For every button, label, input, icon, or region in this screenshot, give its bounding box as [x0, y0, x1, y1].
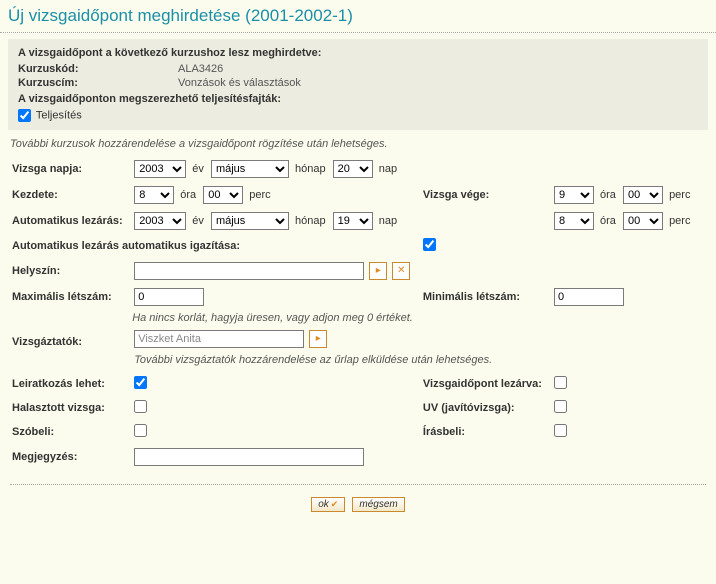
exam-day-label: Vizsga napja:	[10, 156, 132, 182]
day-day-select[interactable]: 20	[333, 160, 373, 178]
start-min-select[interactable]: 00	[203, 186, 243, 204]
hint-limit: Ha nincs korlát, hagyja üresen, vagy adj…	[132, 310, 706, 326]
signoff-label: Leiratkozás lehet:	[10, 372, 132, 396]
autoclose-adjust-checkbox[interactable]	[423, 238, 436, 251]
ok-button[interactable]: ok✔	[311, 497, 345, 512]
location-label: Helyszín:	[10, 258, 132, 284]
max-input[interactable]	[134, 288, 204, 306]
day-year-select[interactable]: 2003	[134, 160, 186, 178]
ac-hour-select[interactable]: 8	[554, 212, 594, 230]
autoclose-label: Automatikus lezárás:	[10, 208, 132, 234]
autoclose-adjust-label: Automatikus lezárás automatikus igazítás…	[10, 234, 421, 258]
type-teljesites-label: Teljesítés	[36, 109, 82, 121]
closed-checkbox[interactable]	[554, 376, 567, 389]
start-label: Kezdete:	[10, 182, 132, 208]
written-checkbox[interactable]	[554, 424, 567, 437]
info-heading: A vizsgaidőpont a következő kurzushoz le…	[18, 47, 698, 59]
hint-examiners: További vizsgáztatók hozzárendelése az ű…	[134, 348, 704, 368]
location-input[interactable]	[134, 262, 364, 280]
course-title-label: Kurzuscím:	[18, 77, 178, 89]
note-input[interactable]	[134, 448, 364, 466]
ac-day-select[interactable]: 19	[333, 212, 373, 230]
unit-day2: nap	[379, 215, 397, 227]
hint-top: További kurzusok hozzárendelése a vizsga…	[0, 134, 716, 154]
day-month-select[interactable]: május	[211, 160, 289, 178]
oral-checkbox[interactable]	[134, 424, 147, 437]
course-info-box: A vizsgaidőpont a következő kurzushoz le…	[8, 39, 708, 130]
signoff-checkbox[interactable]	[134, 376, 147, 389]
separator	[10, 484, 706, 485]
type-teljesites-checkbox[interactable]	[18, 109, 31, 122]
end-min-select[interactable]: 00	[623, 186, 663, 204]
unit-month: hónap	[295, 163, 326, 175]
course-code-value: ALA3426	[178, 63, 223, 75]
note-label: Megjegyzés:	[10, 444, 132, 470]
min-label: Minimális létszám:	[421, 284, 552, 310]
ac-month-select[interactable]: május	[211, 212, 289, 230]
start-hour-select[interactable]: 8	[134, 186, 174, 204]
location-clear-icon[interactable]	[392, 262, 410, 280]
closed-label: Vizsgaidőpont lezárva:	[421, 372, 552, 396]
uv-label: UV (javítóvizsga):	[421, 396, 552, 420]
unit-year2: év	[192, 215, 204, 227]
end-hour-select[interactable]: 9	[554, 186, 594, 204]
written-label: Írásbeli:	[421, 420, 552, 444]
course-title-value: Vonzások és választások	[178, 77, 301, 89]
unit-min3: perc	[669, 215, 690, 227]
examiner-pick-icon[interactable]	[309, 330, 327, 348]
location-pick-icon[interactable]	[369, 262, 387, 280]
course-code-label: Kurzuskód:	[18, 63, 178, 75]
page-title: Új vizsgaidőpont meghirdetése (2001-2002…	[0, 0, 716, 33]
ac-year-select[interactable]: 2003	[134, 212, 186, 230]
uv-checkbox[interactable]	[554, 400, 567, 413]
unit-year: év	[192, 163, 204, 175]
unit-hour2: óra	[600, 189, 616, 201]
unit-hour3: óra	[600, 215, 616, 227]
button-row: ok✔ mégsem	[0, 491, 716, 522]
types-label: A vizsgaidőponton megszerezhető teljesít…	[18, 93, 698, 105]
examiner-input[interactable]	[134, 330, 304, 348]
unit-month2: hónap	[295, 215, 326, 227]
unit-min2: perc	[669, 189, 690, 201]
oral-label: Szóbeli:	[10, 420, 132, 444]
examiners-label: Vizsgáztatók:	[10, 326, 132, 372]
unit-day: nap	[379, 163, 397, 175]
unit-min: perc	[249, 189, 270, 201]
delayed-label: Halasztott vizsga:	[10, 396, 132, 420]
min-input[interactable]	[554, 288, 624, 306]
cancel-button[interactable]: mégsem	[352, 497, 404, 512]
ac-min-select[interactable]: 00	[623, 212, 663, 230]
max-label: Maximális létszám:	[10, 284, 132, 310]
end-label: Vizsga vége:	[421, 182, 552, 208]
unit-hour: óra	[180, 189, 196, 201]
delayed-checkbox[interactable]	[134, 400, 147, 413]
